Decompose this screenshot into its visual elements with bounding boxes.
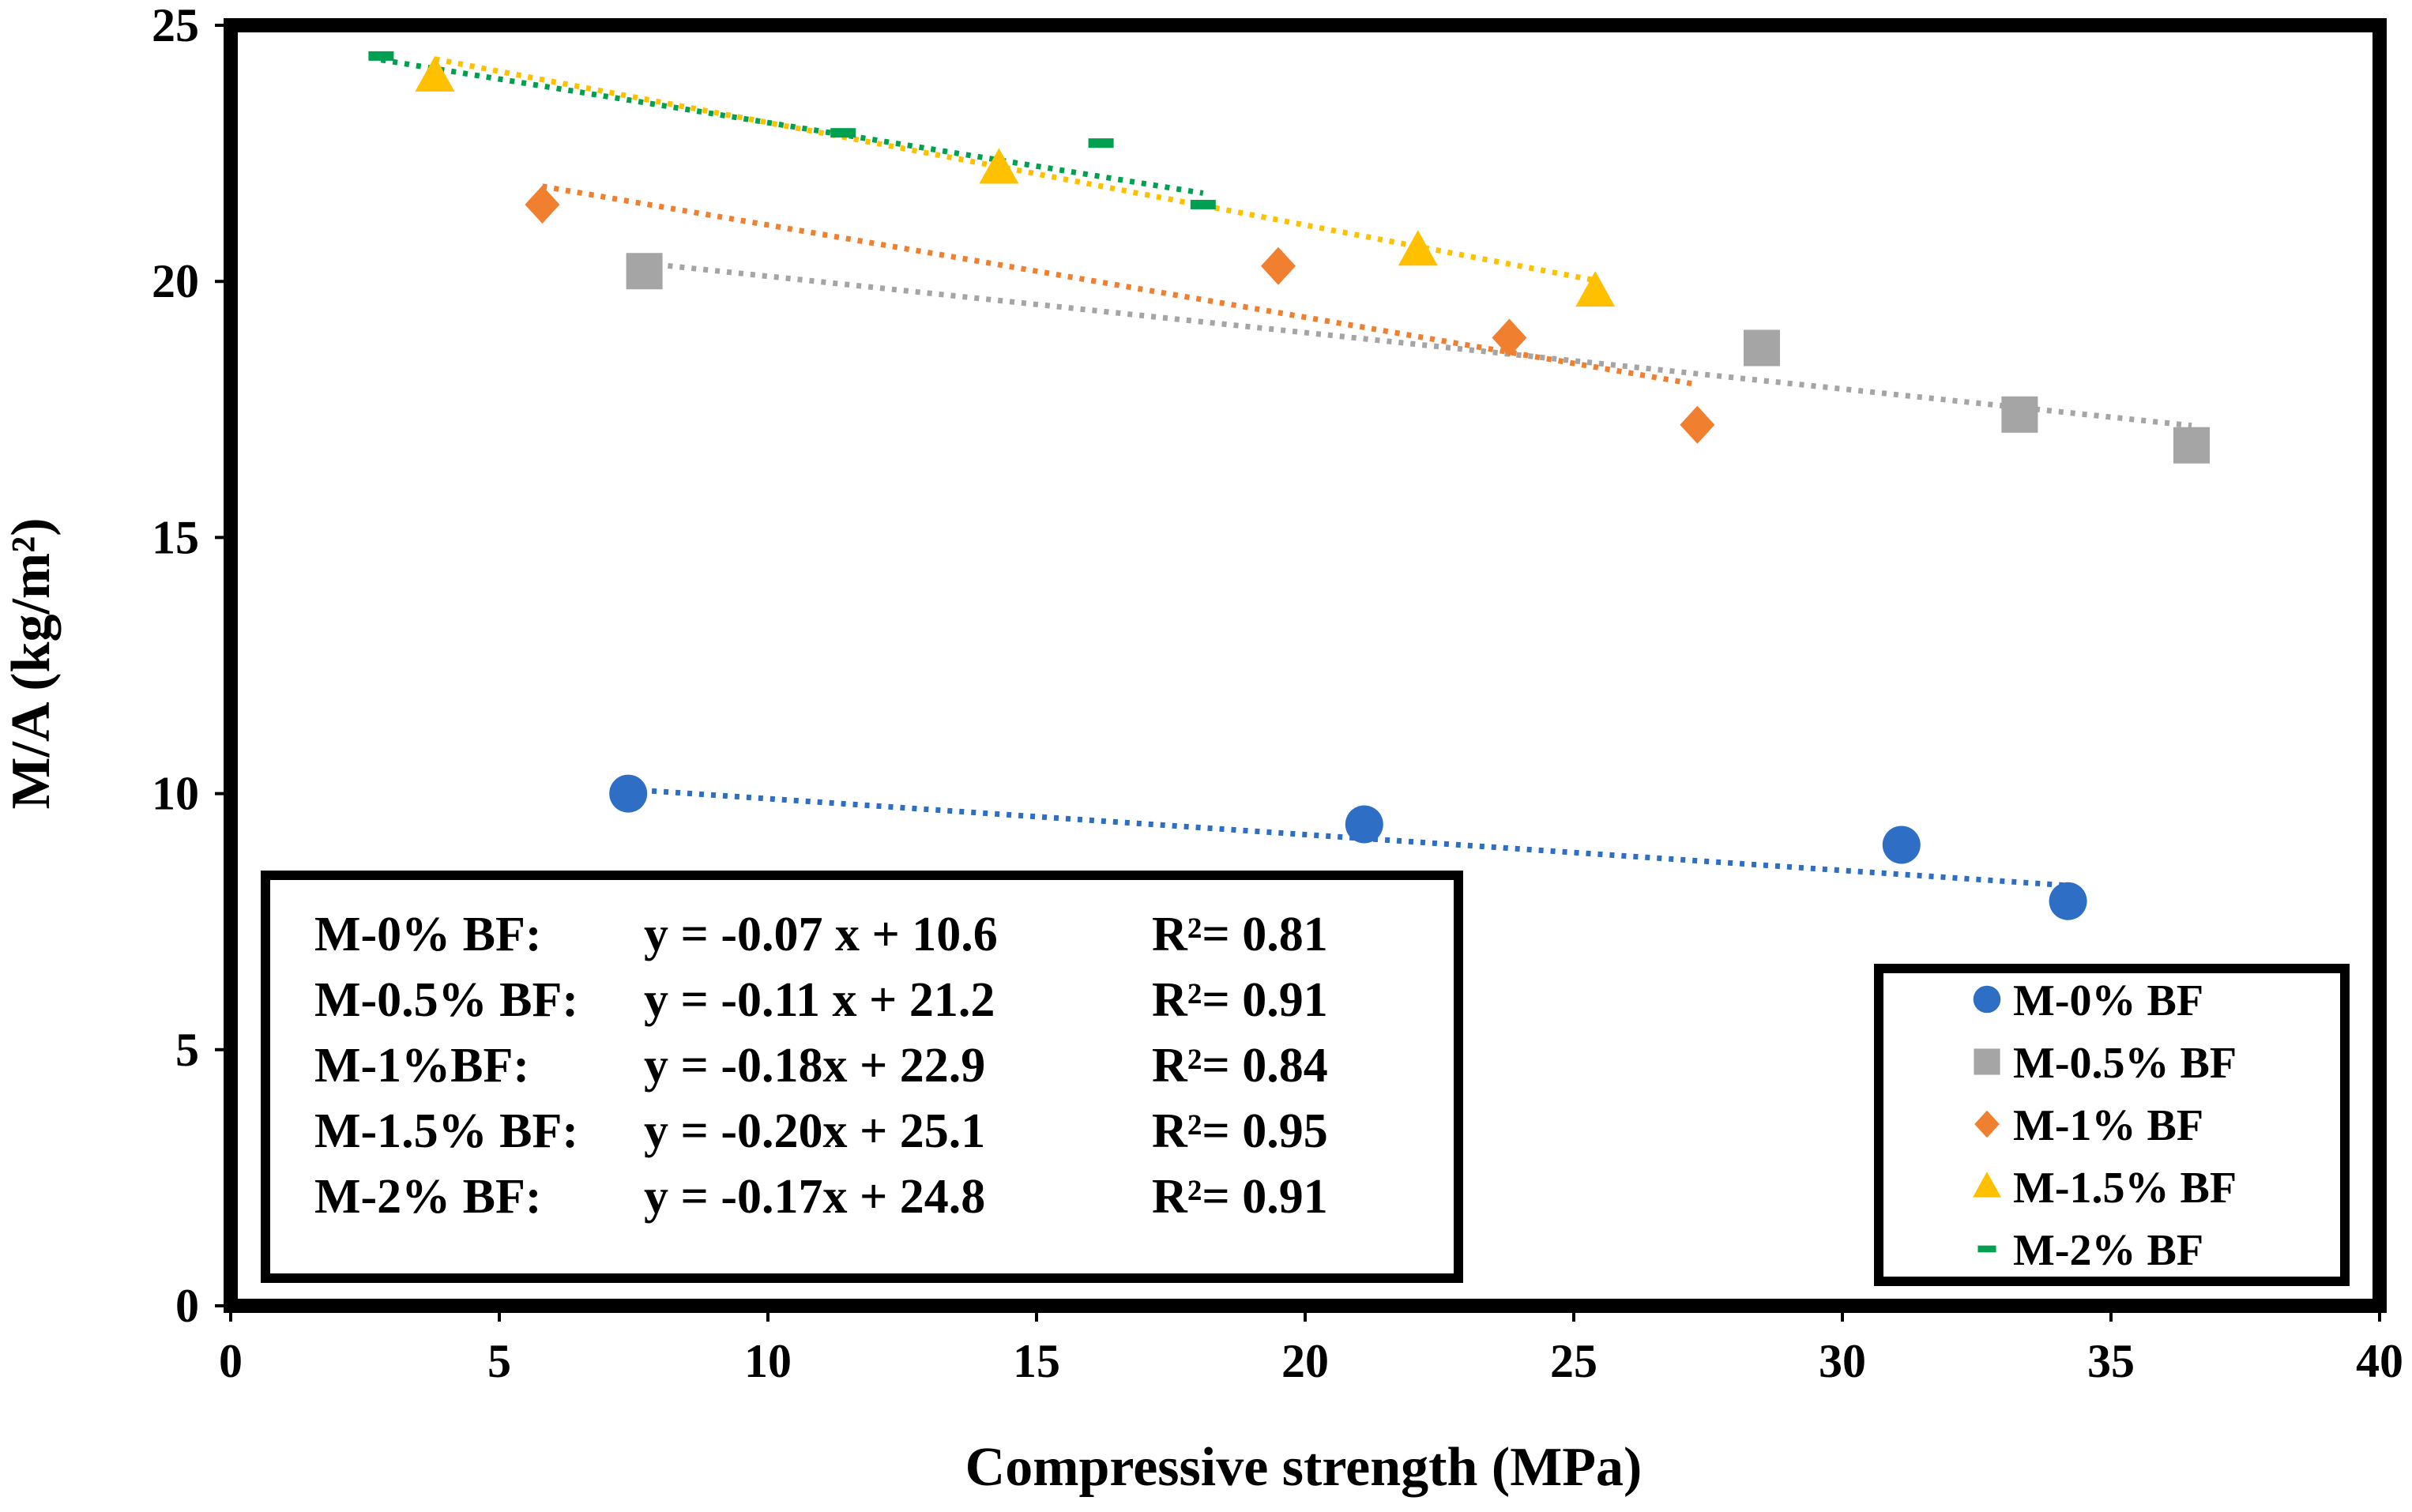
x-tick-label: 25 — [1550, 1335, 1597, 1387]
equation-formula: y = -0.11 x + 21.2 — [644, 973, 995, 1027]
y-tick-label: 10 — [152, 768, 199, 820]
legend-label: M-0.5% BF — [2013, 1039, 2237, 1088]
equation-formula: y = -0.07 x + 10.6 — [644, 908, 998, 961]
data-point-s1-p3 — [2173, 427, 2210, 464]
equation-r2: R²= 0.95 — [1152, 1104, 1328, 1158]
legend: M-0% BF M-0.5% BF M-1% BF M-1.5% BF M-2% BF — [1874, 964, 2350, 1286]
y-tick-label: 0 — [175, 1280, 199, 1332]
data-point-s1-p0 — [626, 253, 663, 290]
equation-r2: R²= 0.91 — [1152, 973, 1328, 1027]
data-point-s2-p0 — [525, 185, 560, 224]
x-tick-label: 40 — [2356, 1335, 2403, 1387]
data-point-s1-p2 — [2001, 396, 2038, 433]
equation-name: M-0.5% BF: — [314, 973, 578, 1027]
data-point-s4-p3 — [1190, 199, 1216, 209]
equation-r2: R²= 0.81 — [1152, 908, 1328, 961]
x-tick-label: 15 — [1013, 1335, 1060, 1387]
axes: 0 5 10 15 20 25 0 5 10 15 20 25 30 35 40 — [152, 0, 2403, 1387]
data-point-s3-p3 — [1575, 271, 1616, 307]
data-point-s0-p1 — [1345, 805, 1383, 844]
y-tick-label: 25 — [152, 0, 199, 51]
legend-marker-1 — [1974, 1048, 2000, 1075]
legend-marker-0 — [1973, 985, 2001, 1014]
legend-label: M-2% BF — [2013, 1226, 2203, 1275]
data-point-s4-p0 — [368, 51, 394, 61]
legend-label: M-1% BF — [2013, 1101, 2203, 1150]
x-tick-label: 30 — [1819, 1335, 1866, 1387]
data-point-s2-p3 — [1680, 405, 1715, 444]
x-tick-label: 35 — [2087, 1335, 2135, 1387]
equation-formula: y = -0.17x + 24.8 — [644, 1170, 985, 1224]
equation-r2: R²= 0.84 — [1152, 1039, 1328, 1093]
data-point-s0-p0 — [609, 774, 648, 813]
legend-marker-2 — [1974, 1110, 2000, 1138]
legend-marker-3 — [1973, 1172, 2001, 1198]
x-tick-label: 20 — [1281, 1335, 1329, 1387]
trendlines — [380, 56, 2192, 889]
equation-formula: y = -0.18x + 22.9 — [644, 1039, 985, 1093]
x-tick-label: 10 — [744, 1335, 792, 1387]
trendline-0 — [627, 786, 2068, 889]
data-point-s0-p3 — [2049, 882, 2087, 920]
data-point-s3-p2 — [1398, 230, 1438, 266]
y-tick-label: 5 — [175, 1024, 199, 1076]
data-point-s2-p2 — [1492, 318, 1527, 357]
data-point-s4-p2 — [1088, 138, 1114, 149]
trendline-3 — [434, 56, 1596, 284]
equation-box: M-0% BF: y = -0.07 x + 10.6 R²= 0.81 M-0.5%… — [261, 871, 1463, 1283]
equation-box-frame — [261, 871, 1463, 1283]
trendline-1 — [644, 260, 2192, 429]
legend-frame — [1874, 964, 2350, 1286]
data-point-s4-p1 — [830, 128, 856, 138]
data-point-s3-p1 — [979, 148, 1019, 184]
data-point-s3-p0 — [415, 55, 455, 92]
x-tick-label: 5 — [487, 1335, 511, 1387]
equation-name: M-1%BF: — [314, 1039, 529, 1093]
equation-name: M-1.5% BF: — [314, 1104, 578, 1158]
x-tick-label: 0 — [219, 1335, 243, 1387]
legend-label: M-1.5% BF — [2013, 1164, 2237, 1213]
y-axis-title: M/A (kg/m²) — [1, 517, 62, 809]
trendline-4 — [380, 57, 1204, 196]
legend-label: M-0% BF — [2013, 976, 2203, 1025]
y-tick-label: 15 — [152, 511, 199, 563]
equation-formula: y = -0.20x + 25.1 — [644, 1104, 985, 1158]
x-axis-title: Compressive strength (MPa) — [965, 1437, 1642, 1498]
y-tick-label: 20 — [152, 255, 199, 307]
data-point-s2-p1 — [1261, 246, 1296, 285]
data-points — [368, 51, 2210, 920]
legend-marker-4 — [1977, 1245, 1996, 1253]
equation-r2: R²= 0.91 — [1152, 1170, 1328, 1224]
equation-name: M-2% BF: — [314, 1170, 542, 1224]
equation-name: M-0% BF: — [314, 908, 542, 961]
data-point-s1-p1 — [1744, 329, 1780, 367]
data-point-s0-p2 — [1882, 826, 1921, 864]
